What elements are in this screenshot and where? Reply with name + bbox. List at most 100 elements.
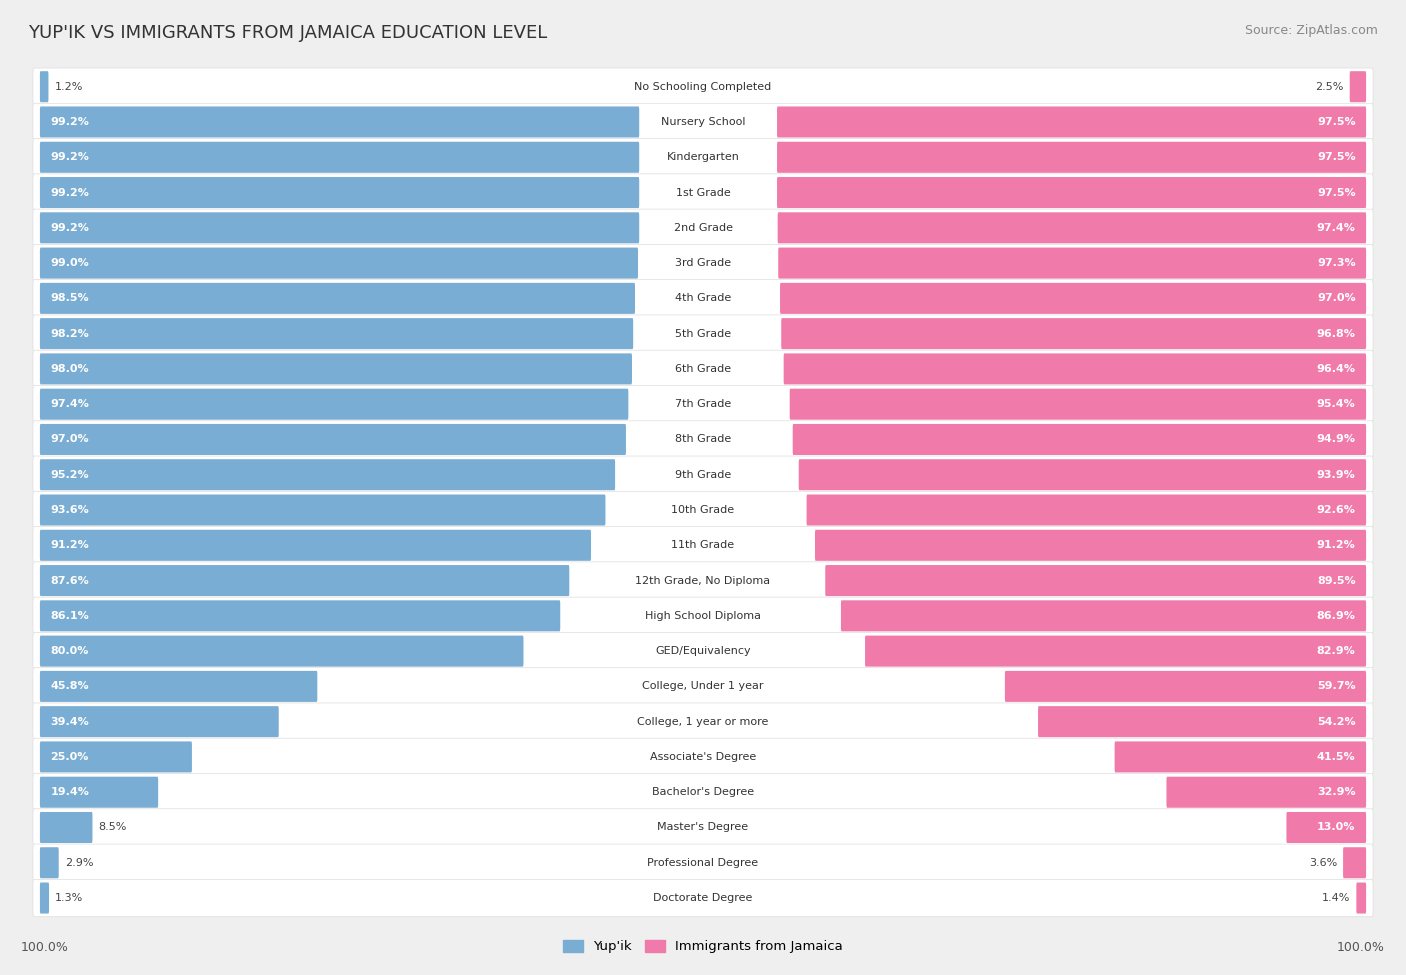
FancyBboxPatch shape [799,459,1367,490]
FancyBboxPatch shape [778,213,1367,244]
Text: 2nd Grade: 2nd Grade [673,223,733,233]
Text: 91.2%: 91.2% [1317,540,1355,550]
Text: High School Diploma: High School Diploma [645,610,761,621]
Text: 1.3%: 1.3% [55,893,83,903]
FancyBboxPatch shape [39,71,48,102]
Text: 25.0%: 25.0% [51,752,89,761]
FancyBboxPatch shape [32,738,1374,776]
FancyBboxPatch shape [32,385,1374,423]
Text: 41.5%: 41.5% [1317,752,1355,761]
Text: 95.4%: 95.4% [1317,399,1355,410]
Text: GED/Equivalency: GED/Equivalency [655,646,751,656]
FancyBboxPatch shape [39,636,523,667]
FancyBboxPatch shape [32,280,1374,317]
FancyBboxPatch shape [1357,882,1367,914]
Text: 86.9%: 86.9% [1316,610,1355,621]
FancyBboxPatch shape [841,601,1367,632]
Text: 96.4%: 96.4% [1316,364,1355,374]
Text: Nursery School: Nursery School [661,117,745,127]
Text: YUP'IK VS IMMIGRANTS FROM JAMAICA EDUCATION LEVEL: YUP'IK VS IMMIGRANTS FROM JAMAICA EDUCAT… [28,24,547,42]
Text: Doctorate Degree: Doctorate Degree [654,893,752,903]
FancyBboxPatch shape [39,248,638,279]
FancyBboxPatch shape [778,141,1367,173]
FancyBboxPatch shape [1343,847,1367,878]
Text: 98.2%: 98.2% [51,329,89,338]
Text: Kindergarten: Kindergarten [666,152,740,162]
Text: 87.6%: 87.6% [51,575,89,586]
Text: Associate's Degree: Associate's Degree [650,752,756,761]
Text: 2.9%: 2.9% [65,858,93,868]
FancyBboxPatch shape [32,456,1374,493]
FancyBboxPatch shape [32,421,1374,458]
Text: 97.3%: 97.3% [1317,258,1355,268]
Text: 91.2%: 91.2% [51,540,89,550]
FancyBboxPatch shape [32,209,1374,247]
FancyBboxPatch shape [39,671,318,702]
Text: No Schooling Completed: No Schooling Completed [634,82,772,92]
FancyBboxPatch shape [39,566,569,596]
FancyBboxPatch shape [32,844,1374,881]
FancyBboxPatch shape [39,106,640,137]
Text: 100.0%: 100.0% [1337,941,1385,954]
Legend: Yup'ik, Immigrants from Jamaica: Yup'ik, Immigrants from Jamaica [558,935,848,958]
Text: 82.9%: 82.9% [1317,646,1355,656]
Text: 99.2%: 99.2% [51,117,90,127]
Text: 100.0%: 100.0% [21,941,69,954]
FancyBboxPatch shape [32,526,1374,564]
Text: 97.5%: 97.5% [1317,187,1355,198]
Text: 19.4%: 19.4% [51,787,90,798]
FancyBboxPatch shape [39,177,640,208]
Text: 2.5%: 2.5% [1316,82,1344,92]
FancyBboxPatch shape [39,213,640,244]
FancyBboxPatch shape [39,141,640,173]
FancyBboxPatch shape [32,174,1374,212]
FancyBboxPatch shape [32,668,1374,705]
Text: 96.8%: 96.8% [1316,329,1355,338]
FancyBboxPatch shape [780,283,1367,314]
Text: 97.5%: 97.5% [1317,117,1355,127]
FancyBboxPatch shape [783,353,1367,384]
Text: 94.9%: 94.9% [1316,435,1355,445]
FancyBboxPatch shape [39,741,193,772]
Text: College, Under 1 year: College, Under 1 year [643,682,763,691]
FancyBboxPatch shape [1167,777,1367,807]
Text: 97.4%: 97.4% [51,399,90,410]
FancyBboxPatch shape [39,812,93,843]
Text: 11th Grade: 11th Grade [672,540,734,550]
Text: 4th Grade: 4th Grade [675,293,731,303]
FancyBboxPatch shape [32,703,1374,740]
FancyBboxPatch shape [39,601,560,632]
FancyBboxPatch shape [807,494,1367,526]
FancyBboxPatch shape [32,68,1374,105]
FancyBboxPatch shape [32,633,1374,670]
Text: 8th Grade: 8th Grade [675,435,731,445]
FancyBboxPatch shape [1038,706,1367,737]
Text: 9th Grade: 9th Grade [675,470,731,480]
Text: 3rd Grade: 3rd Grade [675,258,731,268]
Text: 93.6%: 93.6% [51,505,89,515]
Text: 97.0%: 97.0% [1317,293,1355,303]
FancyBboxPatch shape [1115,741,1367,772]
Text: 97.4%: 97.4% [1316,223,1355,233]
FancyBboxPatch shape [39,529,591,561]
FancyBboxPatch shape [39,706,278,737]
FancyBboxPatch shape [778,177,1367,208]
FancyBboxPatch shape [779,248,1367,279]
FancyBboxPatch shape [39,389,628,419]
FancyBboxPatch shape [32,773,1374,811]
Text: 39.4%: 39.4% [51,717,89,726]
Text: 3.6%: 3.6% [1309,858,1337,868]
Text: 99.0%: 99.0% [51,258,89,268]
Text: 99.2%: 99.2% [51,187,90,198]
Text: 89.5%: 89.5% [1317,575,1355,586]
Text: 1.2%: 1.2% [55,82,83,92]
Text: 6th Grade: 6th Grade [675,364,731,374]
Text: 98.5%: 98.5% [51,293,89,303]
Text: 97.0%: 97.0% [51,435,89,445]
Text: 10th Grade: 10th Grade [672,505,734,515]
FancyBboxPatch shape [32,809,1374,846]
Text: 95.2%: 95.2% [51,470,89,480]
FancyBboxPatch shape [1286,812,1367,843]
Text: 12th Grade, No Diploma: 12th Grade, No Diploma [636,575,770,586]
Text: Source: ZipAtlas.com: Source: ZipAtlas.com [1244,24,1378,37]
